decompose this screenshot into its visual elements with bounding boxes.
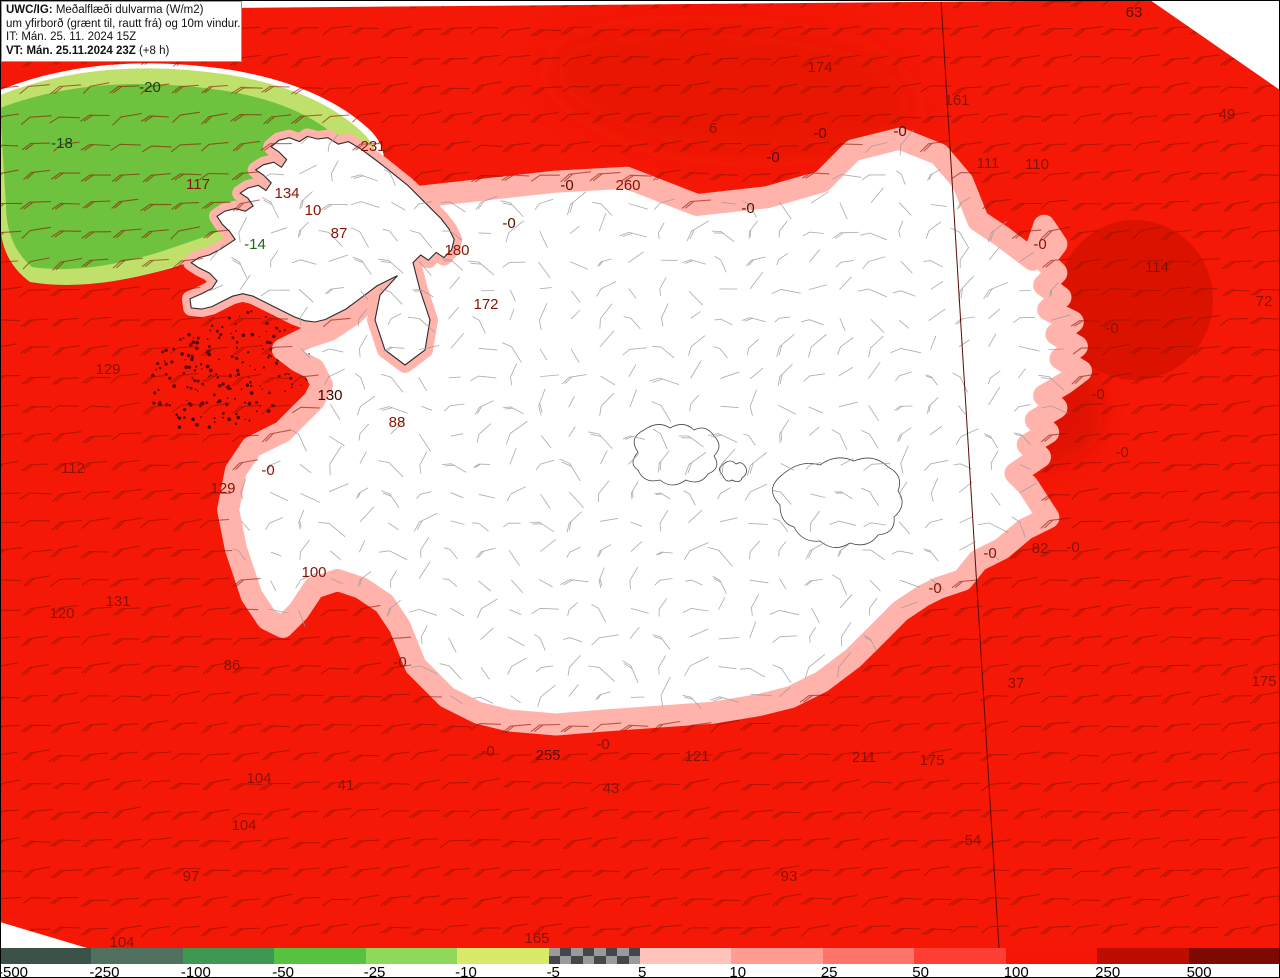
svg-text:104: 104 bbox=[231, 817, 256, 834]
svg-text:-14: -14 bbox=[244, 236, 266, 253]
svg-text:6: 6 bbox=[709, 120, 717, 137]
svg-text:-0: -0 bbox=[1033, 236, 1046, 253]
svg-text:82: 82 bbox=[1032, 540, 1049, 557]
svg-text:-0: -0 bbox=[560, 177, 573, 194]
svg-text:-0: -0 bbox=[741, 200, 754, 217]
svg-text:120: 120 bbox=[49, 605, 74, 622]
svg-text:121: 121 bbox=[684, 748, 709, 765]
svg-text:-0: -0 bbox=[983, 545, 996, 562]
svg-text:112: 112 bbox=[61, 460, 85, 477]
svg-text:161: 161 bbox=[944, 92, 969, 109]
svg-text:-0: -0 bbox=[1091, 386, 1104, 403]
svg-text:131: 131 bbox=[105, 593, 130, 610]
svg-text:114: 114 bbox=[1145, 259, 1169, 276]
svg-text:175: 175 bbox=[919, 752, 944, 769]
svg-text:175: 175 bbox=[1251, 673, 1276, 690]
svg-text:87: 87 bbox=[331, 225, 348, 242]
svg-text:-0: -0 bbox=[766, 149, 779, 166]
svg-text:129: 129 bbox=[210, 480, 235, 497]
svg-text:86: 86 bbox=[224, 657, 241, 674]
svg-text:72: 72 bbox=[1256, 293, 1273, 310]
svg-text:54: 54 bbox=[965, 832, 982, 849]
svg-text:129: 129 bbox=[95, 361, 120, 378]
svg-text:-0: -0 bbox=[928, 580, 941, 597]
svg-text:110: 110 bbox=[1025, 156, 1049, 173]
svg-text:172: 172 bbox=[473, 296, 498, 313]
svg-text:-0: -0 bbox=[1066, 539, 1079, 556]
svg-text:63: 63 bbox=[1126, 4, 1143, 21]
svg-text:117: 117 bbox=[186, 176, 210, 193]
svg-text:-0: -0 bbox=[1105, 320, 1118, 337]
svg-text:-0: -0 bbox=[596, 736, 609, 753]
svg-text:37: 37 bbox=[1008, 675, 1025, 692]
svg-text:-0: -0 bbox=[502, 215, 515, 232]
svg-text:-0: -0 bbox=[393, 654, 406, 671]
svg-text:100: 100 bbox=[301, 564, 326, 581]
svg-text:231: 231 bbox=[360, 138, 385, 155]
svg-text:43: 43 bbox=[603, 780, 620, 797]
svg-text:255: 255 bbox=[535, 747, 560, 764]
svg-text:130: 130 bbox=[317, 387, 342, 404]
svg-text:93: 93 bbox=[781, 868, 798, 885]
svg-text:41: 41 bbox=[338, 777, 355, 794]
svg-text:111: 111 bbox=[977, 155, 1000, 172]
svg-text:-0: -0 bbox=[813, 125, 826, 142]
svg-text:88: 88 bbox=[389, 414, 406, 431]
svg-text:211: 211 bbox=[852, 749, 876, 766]
svg-text:180: 180 bbox=[444, 242, 469, 259]
svg-text:104: 104 bbox=[246, 770, 271, 787]
svg-text:174: 174 bbox=[807, 59, 832, 76]
svg-text:-0: -0 bbox=[481, 743, 494, 760]
svg-text:-0: -0 bbox=[261, 462, 274, 479]
svg-text:-20: -20 bbox=[139, 79, 161, 96]
svg-text:49: 49 bbox=[1219, 106, 1236, 123]
svg-text:260: 260 bbox=[615, 177, 640, 194]
svg-text:-0: -0 bbox=[893, 123, 906, 140]
svg-text:-18: -18 bbox=[51, 135, 73, 152]
svg-text:165: 165 bbox=[524, 930, 549, 947]
svg-text:97: 97 bbox=[183, 868, 200, 885]
svg-text:134: 134 bbox=[274, 185, 299, 202]
svg-text:10: 10 bbox=[305, 202, 322, 219]
svg-text:-0: -0 bbox=[1115, 444, 1128, 461]
